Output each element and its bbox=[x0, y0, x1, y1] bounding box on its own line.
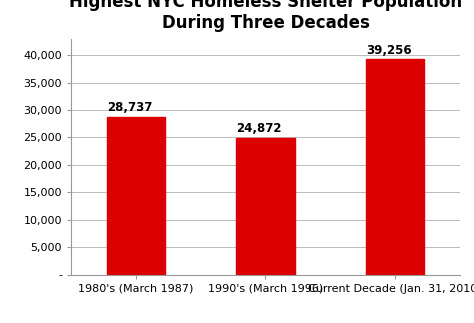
Text: 39,256: 39,256 bbox=[366, 44, 411, 57]
Bar bbox=[107, 117, 165, 275]
Text: 28,737: 28,737 bbox=[107, 101, 152, 114]
Bar bbox=[366, 59, 424, 275]
Bar bbox=[236, 138, 294, 275]
Title: Highest NYC Homeless Shelter Population
During Three Decades: Highest NYC Homeless Shelter Population … bbox=[69, 0, 462, 32]
Text: 24,872: 24,872 bbox=[236, 122, 282, 135]
